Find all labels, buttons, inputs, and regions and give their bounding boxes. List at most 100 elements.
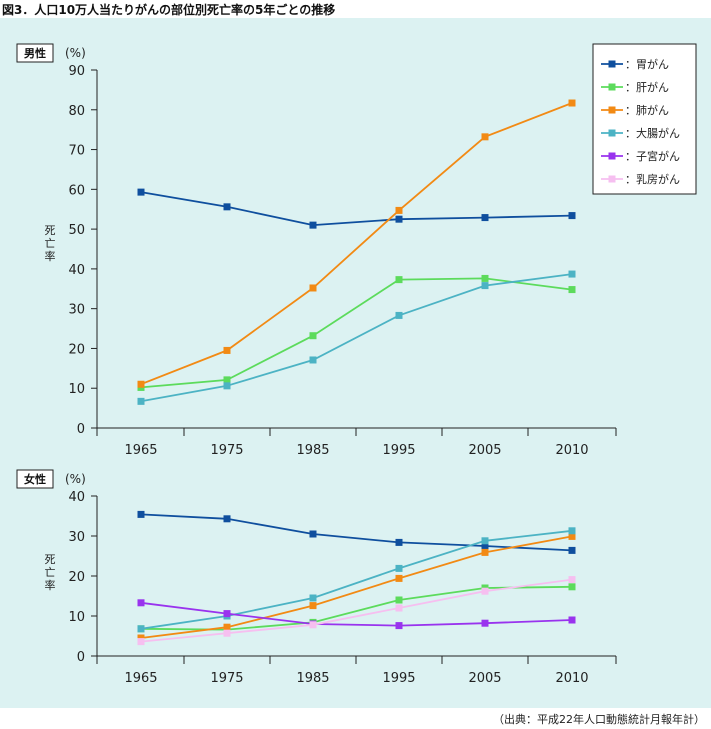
panel1-x-tick-label: 2005 bbox=[468, 443, 501, 458]
panel1-series-3-point bbox=[223, 382, 231, 390]
panel2-series-2-point bbox=[481, 548, 489, 556]
panel2-series-5-point bbox=[395, 604, 403, 612]
panel2-series-0-point bbox=[137, 510, 145, 518]
panel2-series-3-point bbox=[481, 537, 489, 545]
panel2-series-5-point bbox=[223, 629, 231, 637]
panel1-series-0-point bbox=[309, 221, 317, 229]
panel1-ylabel: 死亡率 bbox=[45, 224, 56, 263]
panel1-series-2-point bbox=[568, 99, 576, 107]
panel1-series-0-point bbox=[137, 188, 145, 196]
panel1-series-1-point bbox=[309, 332, 317, 340]
panel2-series-0-point bbox=[223, 515, 231, 523]
legend-label-4: ：子宮がん bbox=[625, 149, 680, 163]
panel1-series-0-point bbox=[568, 212, 576, 220]
panel2-series-2-point bbox=[309, 602, 317, 610]
panel2-tag: 女性 bbox=[24, 472, 46, 486]
panel2-y-tick-label: 10 bbox=[68, 610, 85, 625]
legend-box bbox=[592, 43, 697, 195]
legend-label-3: ：大腸がん bbox=[625, 126, 680, 140]
panel1-tag-box bbox=[16, 43, 54, 63]
panel2-x-tick-label: 1975 bbox=[210, 671, 243, 686]
panel2-series-2-point bbox=[568, 532, 576, 540]
panel1-x-tick-label: 1995 bbox=[382, 443, 415, 458]
panel1-x-tick-label: 2010 bbox=[555, 443, 588, 458]
panel2-series-1-point bbox=[568, 583, 576, 591]
panel2-series-3-point bbox=[395, 564, 403, 572]
panel2-series-2-point bbox=[223, 623, 231, 631]
panel2-y-tick-label: 40 bbox=[68, 490, 85, 505]
panel2-series-0-point bbox=[481, 542, 489, 550]
panel2-series-2-point bbox=[395, 574, 403, 582]
legend-marker-4 bbox=[608, 152, 616, 160]
panel2-series-line-3 bbox=[140, 529, 573, 630]
panel2-series-5-point bbox=[568, 576, 576, 584]
panel1-series-line-1 bbox=[140, 277, 573, 389]
panel2-series-2-point bbox=[137, 634, 145, 642]
legend-label-2: ：肺がん bbox=[625, 103, 669, 117]
panel1-tag: 男性 bbox=[24, 46, 46, 60]
panel1-series-0-point bbox=[223, 203, 231, 211]
panel2-series-4-point bbox=[137, 599, 145, 607]
panel2-y-tick-label: 20 bbox=[68, 570, 85, 585]
panel2-tag-box bbox=[16, 469, 54, 489]
panel1-series-0-point bbox=[481, 214, 489, 222]
panel2-x-tick-label: 2010 bbox=[555, 671, 588, 686]
panel1-y-tick-label: 90 bbox=[68, 64, 85, 79]
panel1-series-1-point bbox=[568, 286, 576, 294]
legend-label-0: ：胃がん bbox=[625, 57, 669, 71]
panel2-series-1-point bbox=[395, 596, 403, 604]
panel2-series-line-5 bbox=[140, 578, 573, 643]
panel1-y-tick-label: 80 bbox=[68, 104, 85, 119]
panel2-series-5-point bbox=[137, 638, 145, 646]
panel2-y-tick-label: 0 bbox=[77, 650, 85, 665]
panel1-series-3-point bbox=[137, 397, 145, 405]
panel2-x-tick-label: 1995 bbox=[382, 671, 415, 686]
panel1-y-tick-label: 0 bbox=[77, 422, 85, 437]
panel2-series-5-point bbox=[481, 587, 489, 595]
panel1-series-1-point bbox=[481, 274, 489, 282]
panel1-series-line-0 bbox=[140, 191, 573, 227]
panel1-series-2-point bbox=[223, 346, 231, 354]
source-note: （出典：平成22年人口動態統計月報年計） bbox=[493, 713, 705, 726]
panel2-series-0-point bbox=[309, 530, 317, 538]
panel1-series-1-point bbox=[223, 376, 231, 384]
panel2-series-4-point bbox=[395, 622, 403, 630]
panel1-x-tick-label: 1965 bbox=[124, 443, 157, 458]
panel1-unit: (%) bbox=[65, 46, 86, 60]
panel1-x-tick-label: 1975 bbox=[210, 443, 243, 458]
legend-label-1: ：肝がん bbox=[625, 80, 669, 94]
panel1-y-tick-label: 60 bbox=[68, 183, 85, 198]
panel2-x-tick-label: 1985 bbox=[296, 671, 329, 686]
panel1-y-tick-label: 70 bbox=[68, 144, 85, 159]
panel2-series-line-0 bbox=[140, 513, 573, 552]
panel2-series-4-point bbox=[568, 616, 576, 624]
panel1-y-tick-label: 30 bbox=[68, 303, 85, 318]
figure-title: 図3．人口10万人当たりがんの部位別死亡率の5年ごとの推移 bbox=[2, 3, 336, 17]
panel1-series-3-point bbox=[395, 311, 403, 319]
legend-marker-2 bbox=[608, 106, 616, 114]
panel2-unit: (%) bbox=[65, 472, 86, 486]
panel2-series-3-point bbox=[568, 527, 576, 535]
panel2-y-tick-label: 30 bbox=[68, 530, 85, 545]
panel1-y-tick-label: 20 bbox=[68, 342, 85, 357]
panel1-y-tick-label: 10 bbox=[68, 382, 85, 397]
panel1-series-2-point bbox=[481, 133, 489, 141]
panel1-series-3-point bbox=[309, 356, 317, 364]
legend-marker-3 bbox=[608, 129, 616, 137]
panel2-series-line-2 bbox=[140, 535, 573, 639]
panel1-series-0-point bbox=[395, 215, 403, 223]
panel1-y-tick-label: 50 bbox=[68, 223, 85, 238]
panel1-series-2-point bbox=[137, 380, 145, 388]
panel1-series-2-point bbox=[395, 206, 403, 214]
panel1-x-tick-label: 1985 bbox=[296, 443, 329, 458]
panel1-series-2-point bbox=[309, 284, 317, 292]
panel1-series-3-point bbox=[481, 282, 489, 290]
panel2-series-0-point bbox=[568, 546, 576, 554]
panel2-x-tick-label: 1965 bbox=[124, 671, 157, 686]
panel1-series-1-point bbox=[395, 276, 403, 284]
panel2-ylabel: 死亡率 bbox=[45, 553, 56, 592]
legend-marker-0 bbox=[608, 60, 616, 68]
panel2-series-line-4 bbox=[140, 601, 573, 627]
panel2-series-4-point bbox=[223, 610, 231, 618]
